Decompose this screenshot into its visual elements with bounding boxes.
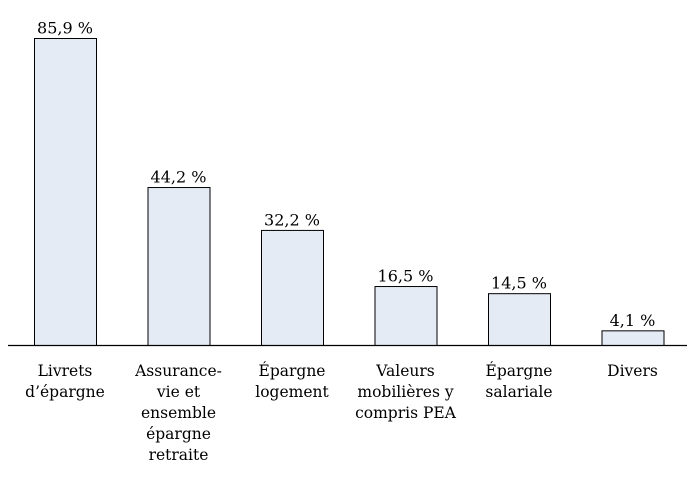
x-tick-label: Valeurs <box>375 362 435 380</box>
x-tick-label: Livrets <box>38 362 93 380</box>
data-label: 32,2 % <box>264 210 320 229</box>
x-tick-label: Divers <box>607 362 658 380</box>
data-label: 14,5 % <box>491 274 547 293</box>
x-tick-label: épargne <box>146 425 211 443</box>
data-label: 85,9 % <box>37 19 93 38</box>
bar <box>488 293 551 346</box>
labels: 85,9 % Livrets d’épargne 44,2 % Assurance-vi… <box>25 19 658 465</box>
x-tick-label: Épargne <box>259 362 326 380</box>
x-tick-label: salariale <box>485 383 552 401</box>
x-tick-label: logement <box>255 383 329 401</box>
x-tick-label: vie et <box>156 383 201 401</box>
x-tick-label: Épargne <box>486 362 553 380</box>
x-tick-label: ensemble <box>141 404 216 422</box>
bar <box>147 187 211 346</box>
x-tick-label: retraite <box>149 446 209 464</box>
bar <box>261 229 324 346</box>
x-tick-label: d’épargne <box>25 383 105 401</box>
data-label: 4,1 % <box>610 311 656 330</box>
bar <box>374 286 438 347</box>
x-tick-label: mobilières y <box>357 383 453 401</box>
bar <box>601 330 665 347</box>
data-label: 44,2 % <box>151 168 207 187</box>
x-tick-label: Assurance- <box>134 362 222 380</box>
x-tick-label: compris PEA <box>355 404 457 422</box>
bars <box>34 38 665 347</box>
bar <box>34 38 97 346</box>
data-label: 16,5 % <box>378 267 434 286</box>
